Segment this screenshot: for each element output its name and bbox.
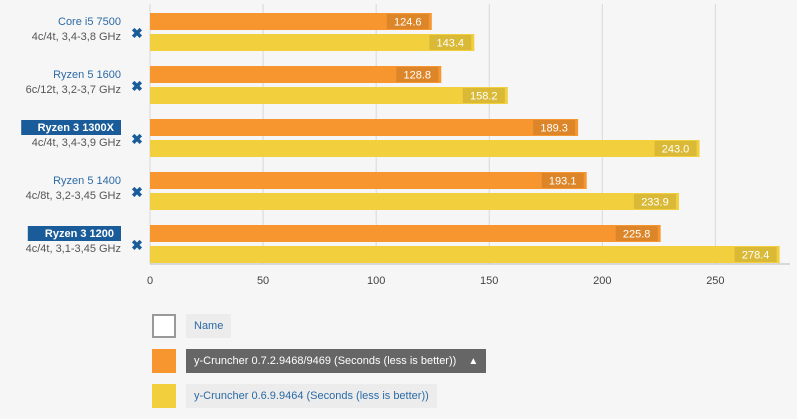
category-name: Ryzen 5 1400 (53, 175, 121, 187)
bar[interactable] (150, 225, 661, 242)
sort-up-icon[interactable]: ▲ (468, 356, 479, 367)
x-tick-label: 150 (480, 275, 498, 287)
category-name: Ryzen 5 1600 (53, 69, 121, 81)
bar[interactable] (150, 140, 700, 157)
category-spec: 4c/4t, 3,4-3,9 GHz (32, 137, 121, 149)
legend-swatch-series-1[interactable] (152, 349, 176, 373)
category-spec: 6c/12t, 3,2-3,7 GHz (26, 84, 121, 96)
x-tick-label: 200 (593, 275, 611, 287)
data-label-bg (734, 247, 777, 262)
legend-item-series-1[interactable]: y-Cruncher 0.7.2.9468/9469 (Seconds (les… (152, 349, 487, 373)
data-label-bg (615, 226, 658, 241)
remove-icon[interactable]: ✖ (131, 131, 143, 147)
legend-swatch-series-2[interactable] (152, 384, 176, 408)
remove-icon[interactable]: ✖ (131, 25, 143, 41)
bar[interactable] (150, 246, 780, 263)
category-name: Ryzen 3 1300X (38, 122, 115, 134)
category-highlight-bg (27, 226, 121, 241)
category-highlight-bg (21, 120, 122, 135)
bar[interactable] (150, 87, 508, 104)
data-label-bg (462, 88, 505, 103)
data-label-bg (654, 141, 697, 156)
bar[interactable] (150, 13, 432, 30)
legend-item-series-2[interactable]: y-Cruncher 0.6.9.9464 (Seconds (less is … (152, 384, 437, 408)
legend-swatch-name[interactable] (152, 314, 176, 338)
bar-chart: 0 50 100 150 200 250 Core i5 7500 4c/4t, 3,4-3,… (21, 4, 790, 287)
data-label: 243.0 (662, 144, 690, 156)
data-label-bg (396, 67, 439, 82)
category-spec: 4c/4t, 3,4-3,8 GHz (32, 31, 121, 43)
bar[interactable] (150, 193, 679, 210)
remove-icon[interactable]: ✖ (131, 78, 143, 94)
data-label: 278.4 (742, 250, 770, 262)
x-tick-label: 0 (147, 275, 153, 287)
category-name: Ryzen 3 1200 (45, 228, 114, 240)
legend-label-series-2[interactable]: y-Cruncher 0.6.9.9464 (Seconds (less is … (186, 384, 437, 408)
x-tick-label: 250 (706, 275, 724, 287)
data-label: 193.1 (549, 176, 577, 188)
remove-icon[interactable]: ✖ (131, 237, 143, 253)
legend-label-name[interactable]: Name (186, 314, 232, 338)
data-label: 128.8 (404, 70, 432, 82)
data-label: 233.9 (641, 197, 669, 209)
data-label-bg (533, 120, 576, 135)
data-label-bg (386, 14, 429, 29)
x-tick-label: 50 (257, 275, 269, 287)
data-label: 189.3 (540, 123, 568, 135)
legend-series-1-text: y-Cruncher 0.7.2.9468/9469 (Seconds (les… (194, 355, 457, 367)
data-label: 143.4 (437, 38, 465, 50)
category-spec: 4c/8t, 3,2-3,45 GHz (26, 190, 121, 202)
data-label: 225.8 (623, 229, 651, 241)
bar[interactable] (150, 66, 442, 83)
data-label-bg (541, 173, 584, 188)
legend-item-name[interactable]: Name (152, 314, 232, 338)
category-name: Core i5 7500 (58, 16, 121, 28)
data-label-bg (429, 35, 472, 50)
x-tick-label: 100 (367, 275, 385, 287)
data-label: 124.6 (394, 17, 422, 29)
bar[interactable] (150, 119, 579, 136)
bar[interactable] (150, 172, 587, 189)
data-label-bg (633, 194, 676, 209)
bar[interactable] (150, 34, 475, 51)
data-label: 158.2 (470, 91, 498, 103)
category-spec: 4c/4t, 3,1-3,45 GHz (26, 243, 121, 255)
remove-icon[interactable]: ✖ (131, 184, 143, 200)
legend-label-series-1[interactable]: y-Cruncher 0.7.2.9468/9469 (Seconds (les… (186, 349, 487, 373)
